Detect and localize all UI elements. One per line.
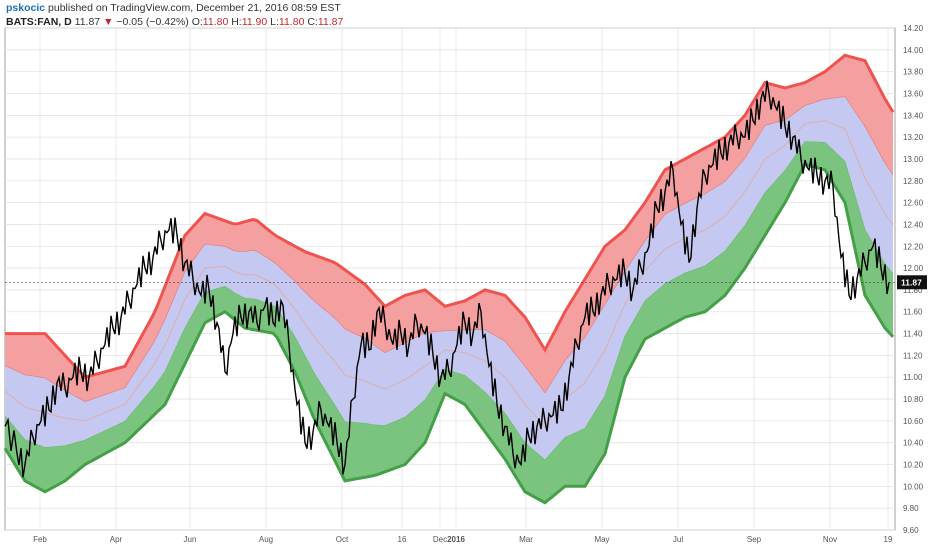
x-tick-label: Jun bbox=[184, 535, 197, 544]
publish-header: pskocic published on TradingView.com, De… bbox=[6, 2, 341, 15]
symbol-label: BATS:FAN, D bbox=[6, 16, 72, 28]
axes-layer: 9.60 9.80 10.00 10.20 10.40 10.60 10.80 11.00 11… bbox=[5, 24, 927, 544]
open-value: 11.80 bbox=[202, 16, 229, 28]
y-tick-label: 10.20 bbox=[903, 461, 924, 470]
low-value: 11.80 bbox=[278, 16, 305, 28]
y-tick-label: 11.40 bbox=[903, 330, 923, 339]
price-change: −0.05 (−0.42%) bbox=[116, 16, 189, 28]
y-tick-label: 12.80 bbox=[903, 177, 924, 186]
x-tick-label: Feb bbox=[33, 535, 47, 544]
y-tick-label: 10.80 bbox=[903, 395, 924, 404]
x-tick-label: May bbox=[594, 535, 609, 544]
y-tick-label: 13.20 bbox=[903, 133, 924, 142]
close-value: 11.87 bbox=[317, 16, 344, 28]
y-tick-label: 10.00 bbox=[903, 482, 924, 491]
x-tick-label: Aug bbox=[259, 535, 273, 544]
publish-info: published on TradingView.com, December 2… bbox=[45, 2, 341, 14]
down-arrow-icon: ▼ bbox=[103, 16, 114, 28]
x-tick-label: Jul bbox=[673, 535, 683, 544]
price-line bbox=[4, 80, 890, 478]
y-tick-label: 11.60 bbox=[903, 308, 923, 317]
bands-layer bbox=[3, 53, 895, 505]
x-tick-label: 19 bbox=[884, 535, 893, 544]
y-tick-label: 12.60 bbox=[903, 199, 924, 208]
inner-upper-line bbox=[4, 96, 894, 403]
close-label: C: bbox=[307, 16, 318, 28]
y-tick-label: 12.40 bbox=[903, 220, 924, 229]
y-tick-label: 11.00 bbox=[903, 373, 923, 382]
y-tick-label: 12.00 bbox=[903, 264, 924, 273]
author-name[interactable]: pskocic bbox=[6, 2, 46, 14]
y-tick-label: 13.40 bbox=[903, 111, 924, 120]
high-value: 11.90 bbox=[241, 16, 268, 28]
x-tick-label: Nov bbox=[823, 535, 837, 544]
x-tick-label: Mar bbox=[519, 535, 533, 544]
low-label: L: bbox=[270, 16, 279, 28]
y-tick-label: 13.60 bbox=[903, 89, 924, 98]
lower-band-line bbox=[3, 162, 895, 505]
mid-line bbox=[4, 120, 894, 428]
last-price-tag-label: 11.87 bbox=[901, 277, 922, 287]
open-label: O: bbox=[191, 16, 203, 28]
x-tick-label: Dec bbox=[433, 535, 447, 544]
y-tick-label: 13.00 bbox=[903, 155, 924, 164]
x-tick-label: Sep bbox=[747, 535, 762, 544]
upper-band-line bbox=[5, 53, 895, 379]
y-tick-label: 13.80 bbox=[903, 68, 924, 77]
upper-band-fill bbox=[5, 55, 893, 402]
y-tick-label: 14.20 bbox=[903, 24, 924, 33]
y-tick-label: 11.80 bbox=[903, 286, 923, 295]
x-tick-label: Apr bbox=[110, 535, 123, 544]
y-tick-label: 9.60 bbox=[903, 526, 919, 535]
x-tick-label: Oct bbox=[336, 535, 349, 544]
x-tick-label: 16 bbox=[398, 535, 407, 544]
y-tick-label: 10.40 bbox=[903, 439, 924, 448]
high-label: H: bbox=[231, 16, 242, 28]
y-tick-label: 14.00 bbox=[903, 46, 924, 55]
y-tick-label: 11.20 bbox=[903, 351, 923, 360]
y-tick-label: 9.80 bbox=[903, 504, 919, 513]
price-layer bbox=[4, 80, 890, 478]
y-tick-label: 10.60 bbox=[903, 417, 924, 426]
x-tick-label: 2016 bbox=[447, 535, 465, 544]
last-price: 11.87 bbox=[74, 16, 101, 28]
middle-band-fill bbox=[5, 96, 893, 460]
quote-line: BATS:FAN, D 11.87 ▼ −0.05 (−0.42%) O:11.… bbox=[6, 16, 343, 29]
last-price-tag bbox=[897, 275, 927, 290]
y-tick-label: 12.20 bbox=[903, 242, 924, 251]
